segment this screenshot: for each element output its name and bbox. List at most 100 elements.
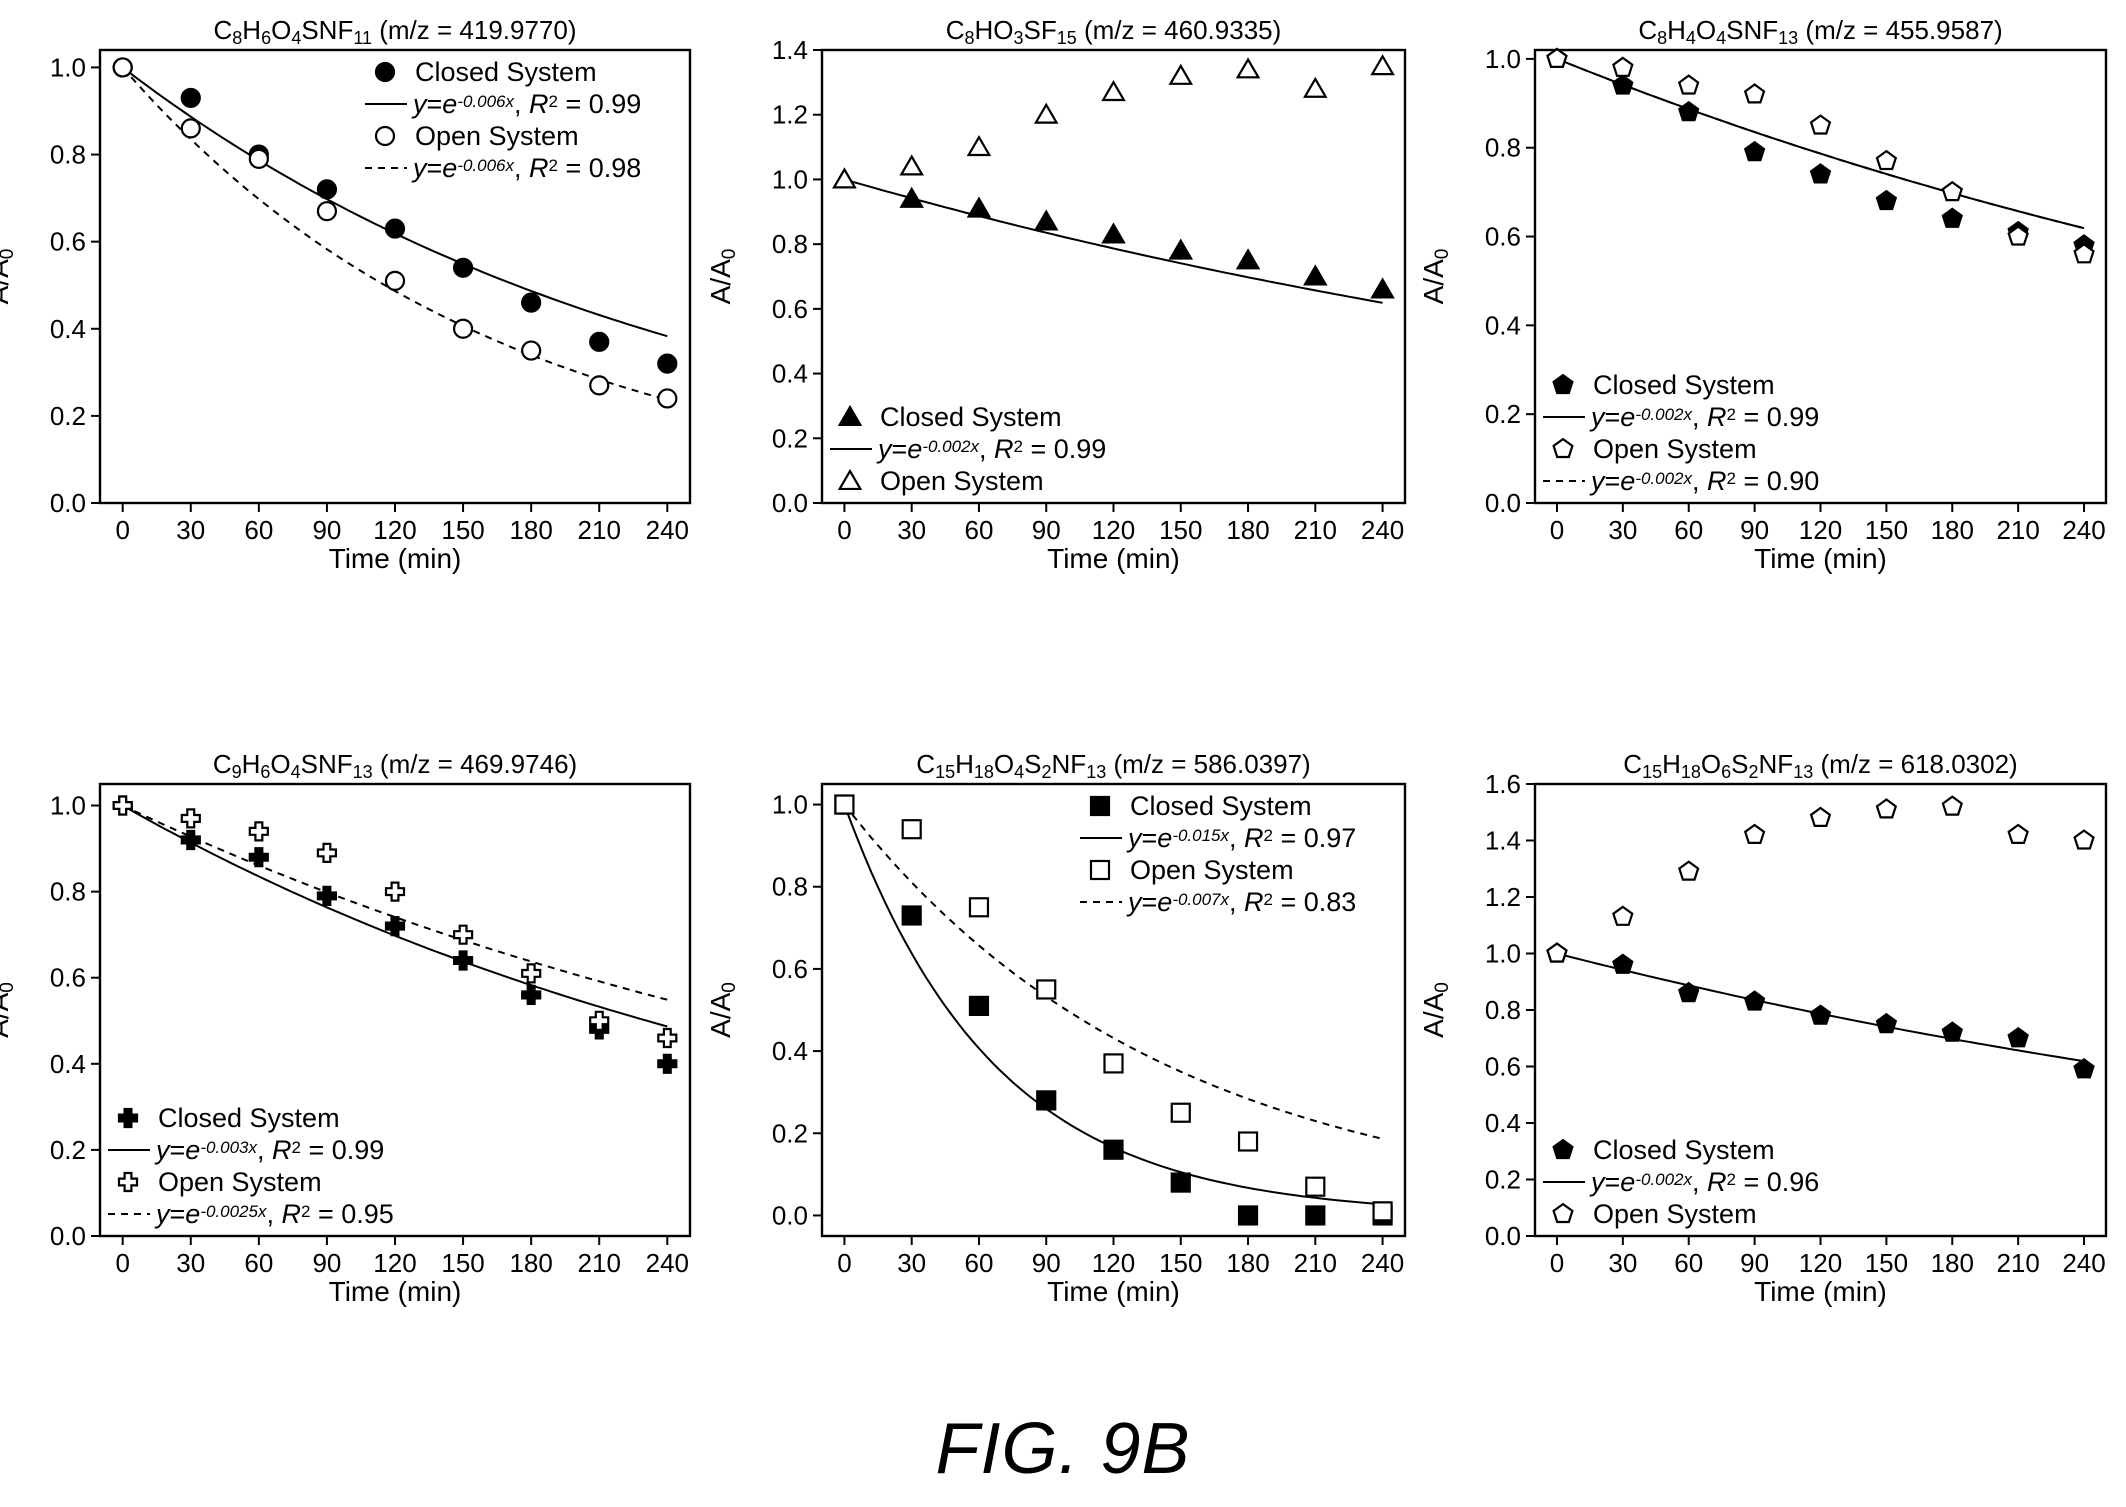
x-tick-label: 30: [176, 515, 205, 545]
x-axis-label: Time (min): [1047, 1276, 1180, 1307]
data-point-closed-system: [1941, 207, 1963, 228]
x-tick-label: 180: [1931, 515, 1974, 545]
x-tick-label: 120: [1799, 515, 1842, 545]
x-tick-label: 150: [1159, 515, 1202, 545]
data-point-open-system: [1809, 806, 1832, 828]
y-tick-label: 1.0: [772, 790, 808, 820]
data-point-closed-system: [657, 353, 678, 374]
y-tick-label: 0.0: [772, 488, 808, 518]
legend-marker: [837, 468, 863, 491]
data-point-closed-system: [453, 950, 474, 971]
y-tick-label: 0.0: [50, 1221, 86, 1251]
chart-panel-6: C15H18O6S2NF13 (m/z = 618.0302) 0 30 60 90 12…: [1418, 749, 2108, 1307]
data-point-open-system: [1372, 1201, 1393, 1222]
legend-label: Open System: [880, 466, 1044, 496]
x-tick-label: 180: [509, 515, 552, 545]
x-tick-label: 60: [965, 515, 994, 545]
legend-marker: [1552, 373, 1574, 395]
legend-fit-label: y=e-0.006x, R2 = 0.99: [411, 89, 641, 119]
fit-curve-closed-system: [1556, 57, 2085, 230]
chart-title: C8H4O4SNF13 (m/z = 455.9587): [1638, 15, 2002, 48]
x-tick-label: 240: [2062, 1248, 2105, 1278]
data-point-open-system: [1743, 83, 1766, 104]
data-point-closed-system: [1168, 238, 1194, 260]
chart-panel-1: C8H6O4SNF11 (m/z = 419.9770) 0 30 60 90 120 15…: [0, 15, 692, 574]
legend-label: Open System: [1593, 1199, 1757, 1229]
x-tick-label: 90: [1740, 1248, 1769, 1278]
y-tick-label: 0.4: [50, 314, 86, 344]
legend-marker: [1552, 1138, 1574, 1160]
data-point-open-system: [248, 821, 269, 842]
data-point-open-system: [1612, 905, 1634, 926]
data-point-open-system: [1036, 979, 1057, 1000]
x-tick-label: 90: [1032, 515, 1061, 545]
data-point-closed-system: [1612, 74, 1634, 95]
data-point-closed-system: [521, 292, 542, 313]
x-tick-label: 210: [1294, 515, 1337, 545]
data-point-open-system: [901, 819, 922, 840]
data-point-open-system: [2007, 823, 2029, 845]
x-tick-label: 120: [373, 1248, 416, 1278]
x-tick-label: 90: [312, 515, 341, 545]
x-tick-label: 240: [646, 1248, 689, 1278]
x-axis-label: Time (min): [1047, 543, 1180, 574]
data-point-open-system: [832, 167, 857, 189]
legend-label: Closed System: [415, 57, 597, 87]
y-tick-label: 0.4: [50, 1049, 86, 1079]
x-tick-label: 180: [1226, 515, 1269, 545]
data-point-open-system: [1033, 102, 1059, 124]
data-point-closed-system: [1036, 1090, 1057, 1111]
data-point-open-system: [1941, 795, 1963, 816]
fit-curve-open-system: [121, 66, 668, 401]
legend-label: Closed System: [880, 402, 1062, 432]
y-tick-label: 0.6: [772, 294, 808, 324]
data-point-open-system: [1678, 74, 1700, 95]
y-tick-label: 0.0: [50, 488, 86, 518]
data-point-closed-system: [1033, 209, 1059, 231]
x-tick-label: 60: [244, 1248, 273, 1278]
x-axis-label: Time (min): [1754, 543, 1887, 574]
y-tick-label: 1.0: [50, 52, 86, 82]
y-tick-label: 0.0: [1485, 488, 1521, 518]
legend-fit-label: y=e-0.002x, R2 = 0.99: [876, 434, 1106, 464]
legend-fit-label: y=e-0.003x, R2 = 0.99: [154, 1135, 384, 1165]
y-tick-label: 0.6: [50, 227, 86, 257]
data-point-closed-system: [452, 257, 474, 278]
data-point-open-system: [2073, 243, 2095, 264]
data-point-open-system: [384, 270, 406, 291]
legend-marker: [1089, 795, 1111, 817]
chart-title: C8HO3SF15 (m/z = 460.9335): [946, 15, 1282, 48]
data-point-closed-system: [1370, 277, 1395, 299]
y-tick-label: 0.2: [1485, 1165, 1521, 1195]
x-tick-label: 90: [312, 1248, 341, 1278]
data-point-open-system: [1678, 860, 1700, 881]
x-tick-label: 120: [373, 515, 416, 545]
y-tick-label: 0.8: [772, 872, 808, 902]
x-tick-label: 120: [1092, 515, 1135, 545]
y-tick-label: 0.4: [1485, 310, 1521, 340]
data-point-open-system: [112, 795, 133, 816]
data-point-open-system: [1237, 1131, 1259, 1152]
x-tick-label: 30: [176, 1248, 205, 1278]
x-tick-label: 150: [441, 515, 484, 545]
data-point-open-system: [316, 842, 337, 864]
data-point-open-system: [1875, 798, 1898, 819]
y-tick-label: 0.0: [1485, 1221, 1521, 1251]
y-axis-label: A/A0: [1418, 249, 1453, 305]
x-tick-label: 210: [1294, 1248, 1337, 1278]
x-tick-label: 0: [837, 515, 851, 545]
legend-label: Closed System: [1593, 370, 1775, 400]
legend-marker: [837, 404, 863, 427]
data-point-open-system: [1305, 1176, 1326, 1197]
data-point-closed-system: [1612, 953, 1634, 974]
legend-marker: [117, 1107, 139, 1129]
x-tick-label: 30: [1608, 1248, 1637, 1278]
y-axis-label: A/A0: [705, 249, 740, 305]
data-point-open-system: [1546, 47, 1568, 69]
data-point-closed-system: [1743, 140, 1766, 162]
data-point-closed-system: [384, 218, 406, 239]
y-tick-label: 1.2: [1485, 882, 1521, 912]
